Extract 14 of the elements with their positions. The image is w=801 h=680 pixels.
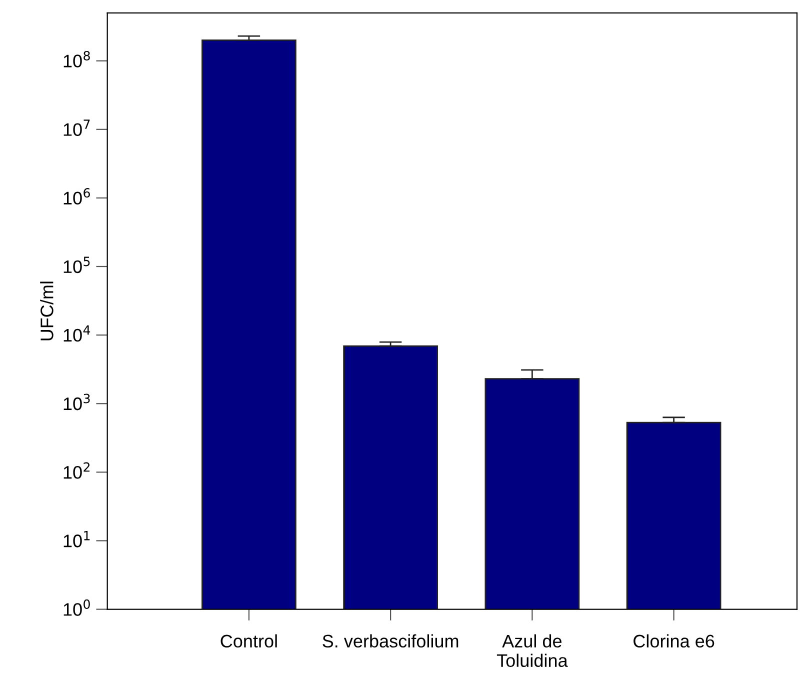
y-tick-label: 10$^{5}$ [64, 256, 90, 274]
y-tick-label: 10$^{0}$ [64, 599, 90, 616]
x-tick-label: S. verbascifolium [322, 634, 458, 648]
x-tick-label: Clorina e6 [634, 634, 714, 648]
y-tick-label: 10$^{2}$ [64, 462, 90, 479]
y-tick-label: 10$^{3}$ [64, 394, 90, 410]
y-tick-label: 10$^{7}$ [64, 120, 90, 136]
x-tick-label: Control [220, 634, 277, 648]
y-axis-title: UFC/ml [40, 282, 54, 340]
x-tick-label: Azul de Toluidina [496, 634, 568, 667]
y-tick-label: 10$^{6}$ [64, 188, 90, 205]
y-tick-label: 10$^{1}$ [64, 531, 90, 548]
y-tick-label: 10$^{8}$ [64, 50, 90, 68]
y-tick-label: 10$^{4}$ [64, 325, 90, 342]
